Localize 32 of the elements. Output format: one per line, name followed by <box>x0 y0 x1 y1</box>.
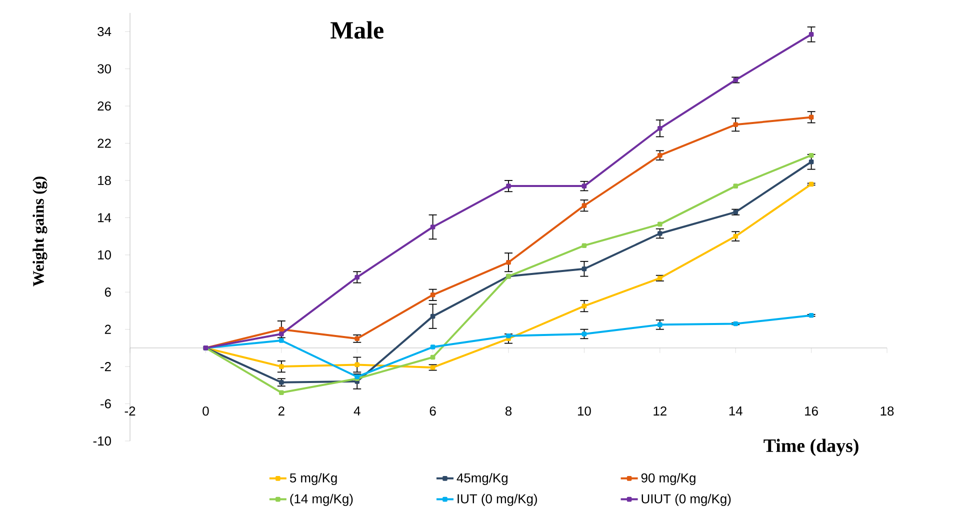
y-tick-label: 6 <box>104 288 111 297</box>
x-tick-label: -2 <box>124 406 136 416</box>
y-tick-label: 26 <box>98 101 111 111</box>
legend-label: 45mg/Kg <box>456 472 508 486</box>
legend-label: (14 mg/Kg) <box>290 494 353 506</box>
x-tick-label: 8 <box>505 406 512 416</box>
x-tick-label: 18 <box>880 406 894 416</box>
y-tick-label: -2 <box>100 362 111 372</box>
y-tick-label: 34 <box>98 27 112 36</box>
legend-label: 90 mg/Kg <box>641 472 696 486</box>
y-tick-label: 18 <box>98 176 111 186</box>
y-tick-label: -6 <box>100 399 111 408</box>
x-tick-label: 16 <box>805 406 818 416</box>
y-tick-label: 14 <box>98 213 112 222</box>
x-tick-label: 4 <box>354 406 360 416</box>
chart-title: Male <box>330 21 384 39</box>
x-tick-label: 10 <box>578 406 591 416</box>
y-tick-label: 30 <box>98 64 111 74</box>
y-tick-label: 10 <box>98 250 111 260</box>
y-tick-label: -10 <box>93 436 111 446</box>
x-tick-label: 12 <box>654 406 666 416</box>
x-tick-label: 2 <box>278 406 284 416</box>
x-tick-label: 0 <box>202 406 209 416</box>
y-tick-label: 22 <box>98 138 111 148</box>
x-axis-title: Time (days) <box>764 438 858 456</box>
x-tick-label: 6 <box>430 406 436 416</box>
legend-label: 5 mg/Kg <box>290 472 337 486</box>
y-axis-title: Weight gains (g) <box>32 176 48 286</box>
y-tick-label: 2 <box>104 324 111 334</box>
legend-label: IUT (0 mg/Kg) <box>458 494 537 506</box>
x-tick-label: 14 <box>729 406 742 416</box>
legend-label: UIUT (0 mg/Kg) <box>642 494 731 506</box>
